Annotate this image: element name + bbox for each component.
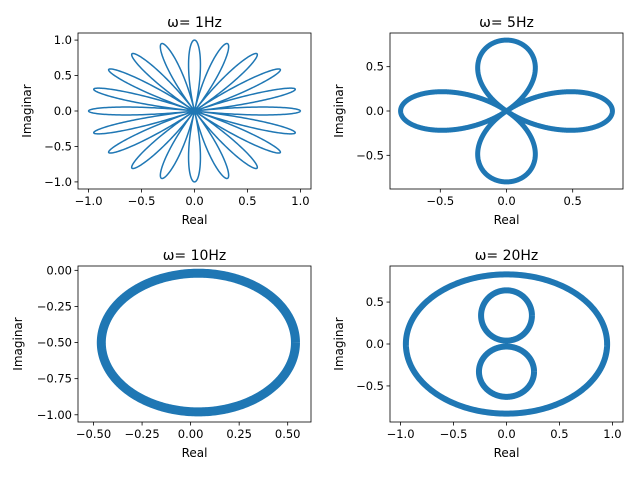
x-tick-label: −0.50 — [76, 427, 111, 441]
y-tick-label: 0.0 — [366, 104, 384, 118]
x-tick-label: 1.0 — [291, 194, 309, 208]
series-line-1 — [398, 37, 615, 185]
y-tick-label: −0.5 — [356, 379, 384, 393]
series-line-1 — [87, 39, 302, 183]
y-tick-label: 0.5 — [54, 69, 72, 83]
x-tick-label: 0.5 — [238, 194, 256, 208]
x-tick-label: 0.25 — [226, 427, 252, 441]
x-tick-label: 1.0 — [603, 427, 621, 441]
series-line-3 — [475, 343, 538, 400]
y-tick-label: −0.50 — [37, 336, 72, 350]
x-tick-label: 0.5 — [564, 194, 582, 208]
y-tick-label: 0.0 — [54, 104, 72, 118]
subplot-2: −0.5 0.0 0.5 −0.5 0.0 0.5 ω= 5Hz Real Imaginar — [332, 15, 624, 227]
x-axis-label: Real — [494, 446, 520, 460]
y-tick-label: −0.75 — [37, 372, 72, 386]
y-tick-label: −0.25 — [37, 299, 72, 313]
y-axis-label: Imaginar — [332, 317, 346, 370]
y-tick-label: 0.5 — [366, 60, 384, 74]
x-axis-label: Real — [182, 446, 208, 460]
x-axis-label: Real — [182, 213, 208, 227]
x-tick-label: 0.0 — [185, 194, 203, 208]
y-tick-label: −1.0 — [44, 175, 72, 189]
x-tick-label: −1.0 — [387, 427, 415, 441]
subplot-3: −0.50 −0.25 0.00 0.25 0.50 0.00 −0.25 −0.50 −0.7… — [11, 248, 312, 460]
x-tick-label: −0.5 — [426, 194, 454, 208]
x-tick-label: −0.5 — [440, 427, 468, 441]
chart-title: ω= 20Hz — [475, 248, 539, 264]
x-axis-label: Real — [494, 213, 520, 227]
subplot-1: −1.0 −0.5 0.0 0.5 1.0 −1.0 −0.5 0.0 0.5 1.0 ω= 1Hz… — [20, 15, 312, 227]
y-tick-label: 0.0 — [366, 337, 384, 351]
chart-title: ω= 10Hz — [163, 248, 227, 264]
chart-title: ω= 5Hz — [479, 15, 534, 31]
series-line-2 — [478, 287, 535, 344]
y-axis-label: Imaginar — [11, 317, 25, 370]
series-line-1 — [402, 271, 611, 417]
y-axis-label: Imaginar — [332, 84, 346, 137]
y-tick-label: −1.00 — [37, 408, 72, 422]
axes-frame — [77, 265, 312, 423]
series-line-1 — [96, 268, 300, 417]
x-tick-label: 0.0 — [497, 427, 515, 441]
x-tick-label: 0.0 — [497, 194, 515, 208]
y-axis-label: Imaginar — [20, 84, 34, 137]
y-tick-label: 0.00 — [46, 263, 72, 277]
subplot-4: −1.0 −0.5 0.0 0.5 1.0 −0.5 0.0 0.5 ω= 20Hz Real Im… — [332, 248, 624, 460]
x-tick-label: −1.0 — [75, 194, 103, 208]
x-tick-label: −0.5 — [128, 194, 156, 208]
x-tick-label: −0.25 — [124, 427, 159, 441]
chart-title: ω= 1Hz — [167, 15, 222, 31]
x-tick-label: 0.50 — [275, 427, 301, 441]
x-tick-label: 0.5 — [550, 427, 568, 441]
y-tick-label: −0.5 — [356, 148, 384, 162]
y-tick-label: 0.5 — [366, 295, 384, 309]
x-tick-label: 0.00 — [178, 427, 204, 441]
y-tick-label: 1.0 — [54, 33, 72, 47]
y-tick-label: −0.5 — [44, 139, 72, 153]
